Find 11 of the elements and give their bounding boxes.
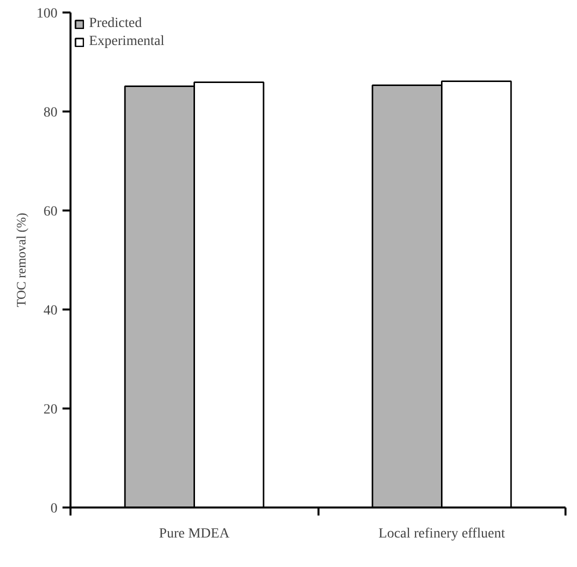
y-tick-label: 80 xyxy=(44,106,58,120)
x-tick-label: Local refinery effluent xyxy=(378,526,506,542)
y-tick-label: 100 xyxy=(36,6,58,22)
y-axis-title: TOC removal (%) xyxy=(14,212,28,308)
y-tick-label: 0 xyxy=(50,502,58,516)
y-tick-label: 60 xyxy=(44,204,58,220)
legend-label: Predicted xyxy=(89,16,142,32)
legend-label: Experimental xyxy=(89,34,164,50)
x-tick-label: Pure MDEA xyxy=(159,526,230,542)
y-tick-label: 20 xyxy=(44,402,58,418)
y-tick-label: 40 xyxy=(44,304,58,318)
